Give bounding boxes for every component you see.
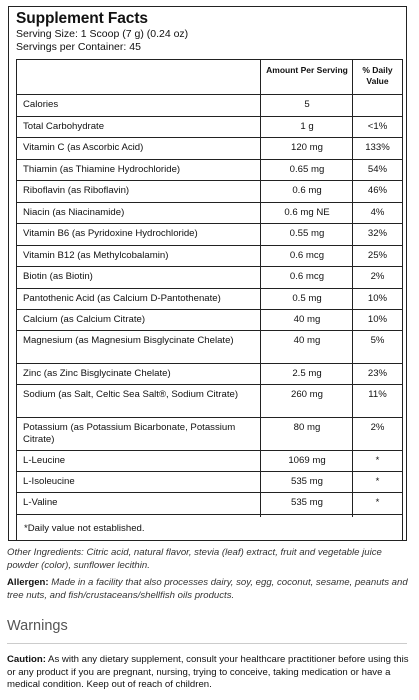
amount-per-serving: 120 mg bbox=[291, 142, 323, 153]
nutrient-name: Vitamin B12 (as Methylcobalamin) bbox=[23, 250, 169, 261]
daily-value-percent: 2% bbox=[370, 271, 385, 282]
amount-per-serving: 40 mg bbox=[293, 314, 321, 325]
table-row: Sodium (as Salt, Celtic Sea Salt®, Sodiu… bbox=[17, 385, 402, 418]
table-row: Vitamin B12 (as Methylcobalamin) 0.6 mcg 2… bbox=[17, 246, 402, 267]
amount-per-serving: 535 mg bbox=[291, 476, 323, 487]
nutrient-name: Potassium (as Potassium Bicarbonate, Pot… bbox=[23, 422, 236, 445]
nutrient-name: Riboflavin (as Riboflavin) bbox=[23, 185, 130, 196]
nutrient-name: Pantothenic Acid (as Calcium D-Pantothen… bbox=[23, 293, 221, 304]
daily-value-percent: 46% bbox=[367, 185, 388, 196]
facts-title: Supplement Facts bbox=[16, 10, 148, 27]
daily-value-percent: 54% bbox=[367, 164, 388, 175]
nutrient-name: Magnesium (as Magnesium Bisglycinate Che… bbox=[23, 335, 234, 346]
column-header-daily-value: % Daily Value bbox=[362, 65, 393, 86]
daily-value-percent: 23% bbox=[367, 368, 388, 379]
daily-value-percent: 133% bbox=[365, 142, 390, 153]
table-row: Thiamin (as Thiamine Hydrochloride) 0.65 … bbox=[17, 160, 402, 181]
nutrient-name: Vitamin C (as Ascorbic Acid) bbox=[23, 142, 144, 153]
daily-value-percent: 10% bbox=[367, 293, 388, 304]
allergen-text: Made in a facility that also processes d… bbox=[7, 577, 408, 601]
daily-value-percent: 11% bbox=[368, 389, 387, 400]
amount-per-serving: 0.6 mg NE bbox=[284, 207, 330, 218]
nutrient-name: L-Leucine bbox=[23, 455, 66, 466]
nutrient-name: Thiamin (as Thiamine Hydrochloride) bbox=[23, 164, 181, 175]
daily-value-percent: * bbox=[375, 476, 380, 487]
daily-value-percent: 4% bbox=[370, 207, 385, 218]
warnings-heading: Warnings bbox=[7, 618, 68, 634]
table-row: Vitamin C (as Ascorbic Acid) 120 mg 133% bbox=[17, 138, 402, 160]
nutrient-name: L-Valine bbox=[23, 497, 58, 508]
table-row: Potassium (as Potassium Bicarbonate, Pot… bbox=[17, 418, 402, 451]
amount-per-serving: 0.6 mg bbox=[292, 185, 322, 196]
table-row: Riboflavin (as Riboflavin) 0.6 mg 46% bbox=[17, 181, 402, 203]
table-row: L-Leucine 1069 mg * bbox=[17, 451, 402, 472]
table-row: Calories 5 bbox=[17, 95, 402, 117]
daily-value-percent: * bbox=[375, 497, 380, 508]
nutrient-name: Niacin (as Niacinamide) bbox=[23, 207, 125, 218]
caution-text: As with any dietary supplement, consult … bbox=[7, 654, 409, 690]
table-row: Zinc (as Zinc Bisglycinate Chelate) 2.5 m… bbox=[17, 364, 402, 385]
other-ingredients-text: Other Ingredients: bbox=[7, 547, 84, 558]
nutrient-name: Calories bbox=[23, 99, 59, 110]
table-row: Vitamin B6 (as Pyridoxine Hydrochloride)… bbox=[17, 224, 402, 246]
table-row: L-Isoleucine 535 mg * bbox=[17, 472, 402, 493]
amount-per-serving: 0.55 mg bbox=[289, 228, 325, 239]
other-ingredients-body: Citric acid, natural flavor, stevia (lea… bbox=[7, 547, 382, 571]
serving-size: Serving Size: 1 Scoop (7 g) (0.24 oz) bbox=[16, 28, 189, 40]
allergen-statement: Allergen: Made in a facility that also p… bbox=[7, 577, 410, 602]
facts-table-header: Amount Per Serving % Daily Value bbox=[17, 60, 402, 95]
table-row: Total Carbohydrate 1 g <1% bbox=[17, 117, 402, 138]
table-row: Niacin (as Niacinamide) 0.6 mg NE 4% bbox=[17, 203, 402, 224]
footnote: *Daily value not established. bbox=[24, 523, 145, 534]
amount-per-serving: 535 mg bbox=[291, 497, 323, 508]
amount-per-serving: 0.6 mcg bbox=[289, 250, 325, 261]
amount-per-serving: 260 mg bbox=[291, 389, 323, 400]
amount-per-serving: 5 bbox=[304, 99, 310, 110]
daily-value-percent: 5% bbox=[370, 335, 385, 346]
nutrient-name: Total Carbohydrate bbox=[23, 121, 105, 132]
nutrient-name: Zinc (as Zinc Bisglycinate Chelate) bbox=[23, 368, 171, 379]
nutrient-name: L-Isoleucine bbox=[23, 476, 75, 487]
daily-value-percent: 32% bbox=[367, 228, 388, 239]
table-row: Calcium (as Calcium Citrate) 40 mg 10% bbox=[17, 310, 402, 331]
table-row: Magnesium (as Magnesium Bisglycinate Che… bbox=[17, 331, 402, 364]
table-row: Biotin (as Biotin) 0.6 mcg 2% bbox=[17, 267, 402, 289]
other-ingredients: Other Ingredients: Citric acid, natural … bbox=[7, 547, 410, 572]
caution-statement: Caution: As with any dietary supplement,… bbox=[7, 654, 412, 692]
nutrient-name: Vitamin B6 (as Pyridoxine Hydrochloride) bbox=[23, 228, 198, 239]
amount-per-serving: 40 mg bbox=[293, 335, 321, 346]
nutrient-name: Calcium (as Calcium Citrate) bbox=[23, 314, 146, 325]
amount-per-serving: 0.5 mg bbox=[292, 293, 322, 304]
amount-per-serving: 1 g bbox=[300, 121, 314, 132]
warnings-divider bbox=[7, 643, 407, 644]
supplement-facts-panel: Supplement Facts Serving Size: 1 Scoop (… bbox=[8, 6, 407, 541]
amount-per-serving: 80 mg bbox=[293, 422, 321, 433]
allergen-label: Allergen: bbox=[7, 577, 49, 588]
amount-per-serving: 2.5 mg bbox=[292, 368, 322, 379]
daily-value-percent: 2% bbox=[370, 422, 385, 433]
caution-label: Caution: bbox=[7, 654, 46, 665]
column-header-amount: Amount Per Serving bbox=[266, 65, 348, 75]
servings-per-container: Servings per Container: 45 bbox=[16, 41, 141, 53]
nutrient-name: Sodium (as Salt, Celtic Sea Salt®, Sodiu… bbox=[23, 389, 239, 400]
amount-per-serving: 0.65 mg bbox=[289, 164, 325, 175]
facts-table: Amount Per Serving % Daily Value Calorie… bbox=[16, 59, 403, 541]
daily-value-percent: 10% bbox=[367, 314, 388, 325]
daily-value-percent: 25% bbox=[367, 250, 388, 261]
nutrient-name: Biotin (as Biotin) bbox=[23, 271, 93, 282]
table-row: Pantothenic Acid (as Calcium D-Pantothen… bbox=[17, 289, 402, 310]
amount-per-serving: 1069 mg bbox=[288, 455, 326, 466]
daily-value-percent: * bbox=[375, 455, 380, 466]
amount-per-serving: 0.6 mcg bbox=[289, 271, 325, 282]
daily-value-percent: <1% bbox=[367, 121, 388, 132]
table-row: L-Valine 535 mg * bbox=[17, 493, 402, 515]
